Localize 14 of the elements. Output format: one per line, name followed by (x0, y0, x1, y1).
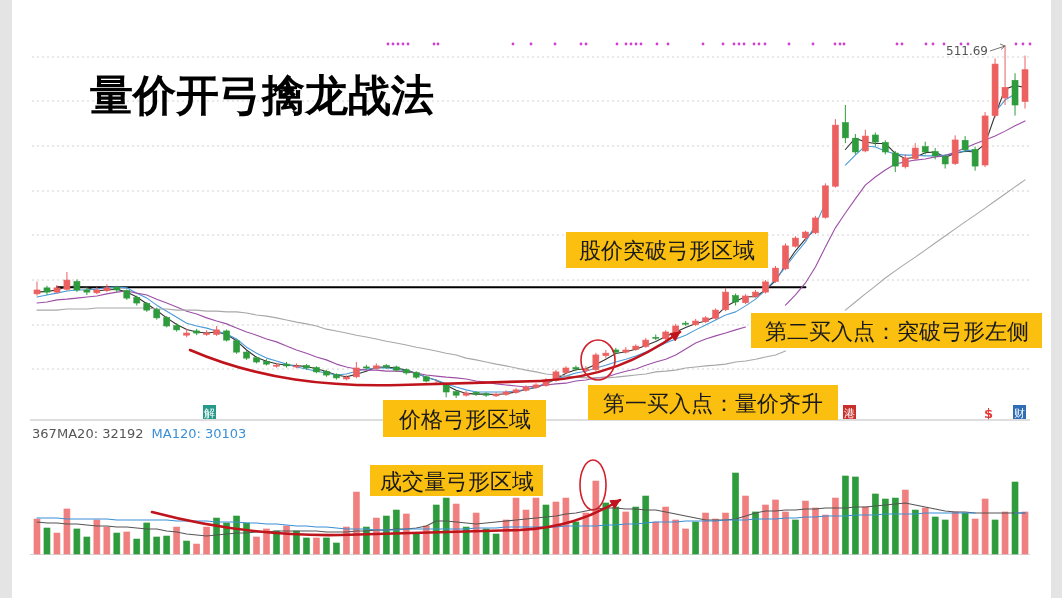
text: $ (984, 406, 994, 421)
annotation: 成交量弓形区域 (379, 468, 534, 494)
text: 财 (1014, 406, 1025, 420)
text: 价格弓形区域 (397, 406, 531, 432)
text: 量价开弓擒龙战法 (90, 70, 434, 120)
text: 解 (204, 406, 215, 420)
text: 367 (32, 426, 57, 441)
annotation: 511.69 (946, 44, 988, 58)
text: MA120: 30103 (151, 426, 247, 441)
text: MA20: 32192 (57, 426, 144, 441)
annotation: 股价突破弓形区域 (579, 238, 755, 263)
annotation: 第一买入点：量价齐升 (603, 390, 823, 416)
text: 港 (844, 406, 855, 420)
annotation: 第二买入点：突破弓形左侧 (764, 318, 1029, 344)
